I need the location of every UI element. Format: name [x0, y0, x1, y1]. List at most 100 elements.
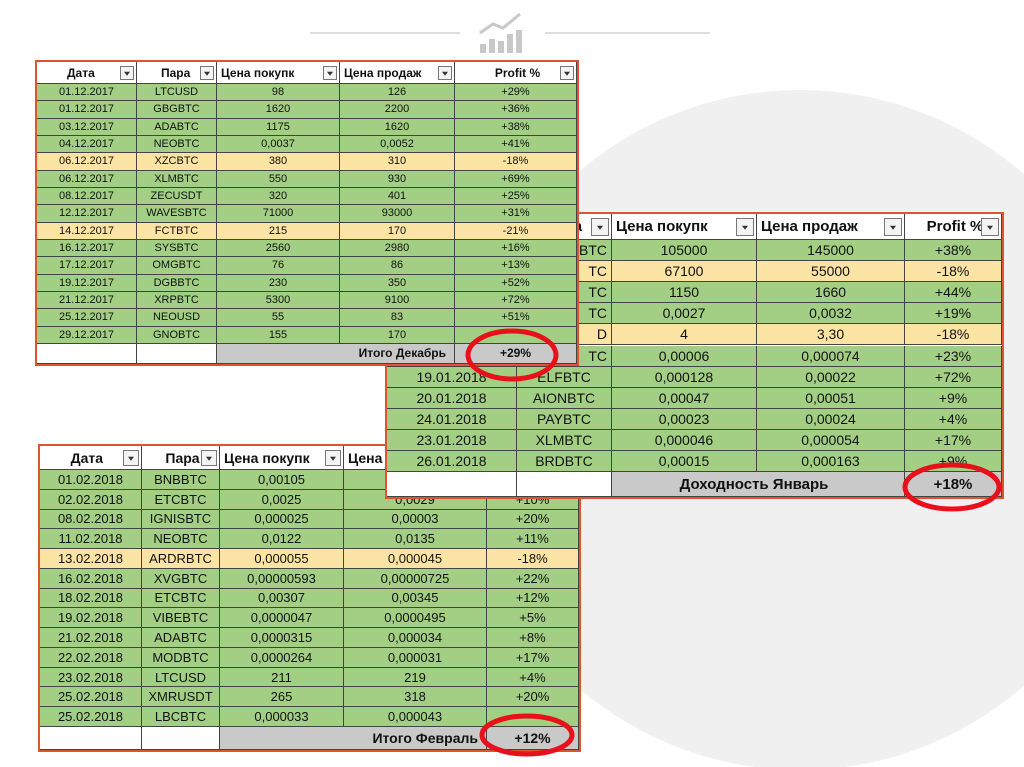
table-cell: 19.02.2018 [40, 608, 142, 629]
table-cell: +13% [455, 257, 577, 275]
table-cell: 01.02.2018 [40, 470, 142, 490]
table-cell: 19.12.2017 [37, 274, 137, 292]
table-cell: XLMBTC [137, 170, 217, 188]
filter-button[interactable] [200, 65, 214, 80]
table-cell: 0,00022 [757, 366, 905, 388]
filter-button[interactable] [201, 449, 217, 466]
table-cell: 0,00003 [344, 509, 487, 530]
filter-button[interactable] [120, 65, 134, 80]
table-cell: 0,000055 [220, 549, 344, 569]
table-cell: +38% [905, 240, 1002, 262]
table-cell: 0,0122 [220, 529, 344, 550]
chart-icon [480, 30, 522, 53]
filter-button[interactable] [438, 65, 452, 80]
table-cell: 0,000074 [757, 345, 905, 367]
table-cell: 930 [340, 170, 455, 188]
header-cell: Цена покупк [220, 446, 344, 470]
table-cell: LBCBTC [142, 707, 220, 727]
table-cell: SYSBTC [137, 239, 217, 258]
table-cell: PAYBTC [517, 408, 612, 430]
header-text: Пара [161, 65, 191, 80]
table-cell: 55 [217, 309, 340, 327]
table-cell: 67100 [612, 261, 757, 283]
table-cell: -18% [455, 153, 577, 171]
table-cell: 219 [344, 667, 487, 688]
filter-button[interactable] [123, 449, 139, 466]
total-empty [37, 343, 137, 364]
table-cell: 1620 [217, 101, 340, 119]
header-cell: Цена покупк [612, 214, 757, 240]
table-cell: GBGBTC [137, 101, 217, 119]
header-cell: Дата [37, 62, 137, 84]
table-cell: 0,00345 [344, 588, 487, 609]
table-cell: +4% [905, 408, 1002, 430]
table-cell: IGNISBTC [142, 509, 220, 530]
table-cell: 08.12.2017 [37, 187, 137, 206]
table-cell: +36% [455, 101, 577, 119]
table-cell: -21% [455, 222, 577, 240]
table-cell: 1150 [612, 282, 757, 304]
table-cell: DGBBTC [137, 274, 217, 292]
table-cell: 320 [217, 187, 340, 206]
table-cell: 29.12.2017 [37, 326, 137, 344]
table-cell: +52% [455, 274, 577, 292]
header-cell: Дата [40, 446, 142, 470]
table-cell: 0,000025 [220, 509, 344, 530]
table-cell: 98 [217, 84, 340, 102]
header-text: Цена покупк [224, 449, 310, 466]
filter-button[interactable] [560, 65, 574, 80]
table-cell: +22% [487, 568, 579, 589]
filter-button[interactable] [323, 65, 337, 80]
table-cell: +51% [455, 309, 577, 327]
table-cell: 18.02.2018 [40, 588, 142, 609]
table-cell: 14.12.2017 [37, 222, 137, 240]
filter-button[interactable] [591, 217, 609, 236]
table-cell: XVGBTC [142, 568, 220, 589]
table-cell: 13.02.2018 [40, 549, 142, 569]
table-cell: 401 [340, 187, 455, 206]
table-cell: 0,00006 [612, 345, 757, 367]
filter-button[interactable] [325, 449, 341, 466]
header-cell: Пара [137, 62, 217, 84]
table-cell: 25.12.2017 [37, 309, 137, 327]
table-cell: 0,0037 [217, 135, 340, 154]
table-cell: 0,0135 [344, 529, 487, 550]
table-cell: 76 [217, 257, 340, 275]
table-cell: ZECUSDT [137, 187, 217, 206]
table-cell [455, 326, 577, 344]
table-cell: 145000 [757, 240, 905, 262]
table-cell: +11% [487, 529, 579, 550]
header-cell: Цена продаж [340, 62, 455, 84]
header-text: Цена покупк [616, 218, 708, 235]
table-cell: 0,000046 [612, 429, 757, 451]
table-cell: +5% [487, 608, 579, 629]
table-cell: 0,000163 [757, 451, 905, 473]
table-cell: 310 [340, 153, 455, 171]
table-cell: 0,00051 [757, 387, 905, 409]
table-cell: XLMBTC [517, 429, 612, 451]
table-cell: 03.12.2017 [37, 118, 137, 136]
table-cell: 9100 [340, 291, 455, 310]
table-cell: LTCUSD [137, 84, 217, 102]
table-cell: +17% [487, 647, 579, 668]
table-cell: 155 [217, 326, 340, 344]
table-cell: NEOBTC [142, 529, 220, 550]
table-cell: 0,00015 [612, 451, 757, 473]
table-cell: 0,00047 [612, 387, 757, 409]
header-text: Profit % [494, 65, 541, 80]
table-cell: 25.02.2018 [40, 687, 142, 708]
table-cell: 21.02.2018 [40, 628, 142, 648]
table-cell: 20.01.2018 [387, 387, 517, 409]
table-cell: OMGBTC [137, 257, 217, 275]
table-cell: 0,0027 [612, 303, 757, 325]
table-cell: 0,00000593 [220, 568, 344, 589]
filter-button[interactable] [884, 217, 902, 236]
table-cell: 86 [340, 257, 455, 275]
filter-button[interactable] [981, 217, 999, 236]
table-cell: 170 [340, 222, 455, 240]
table-cell: BNBBTC [142, 470, 220, 490]
total-label: Итого Февраль [220, 727, 487, 750]
table-cell: LTCUSD [142, 667, 220, 688]
filter-button[interactable] [736, 217, 754, 236]
